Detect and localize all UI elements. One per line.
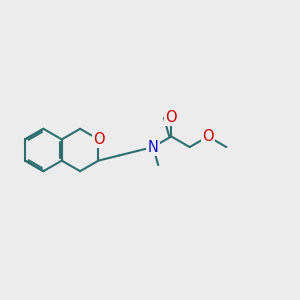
- Text: O: O: [202, 129, 214, 144]
- Text: O: O: [93, 132, 104, 147]
- Text: N: N: [148, 140, 158, 154]
- Text: O: O: [166, 110, 177, 125]
